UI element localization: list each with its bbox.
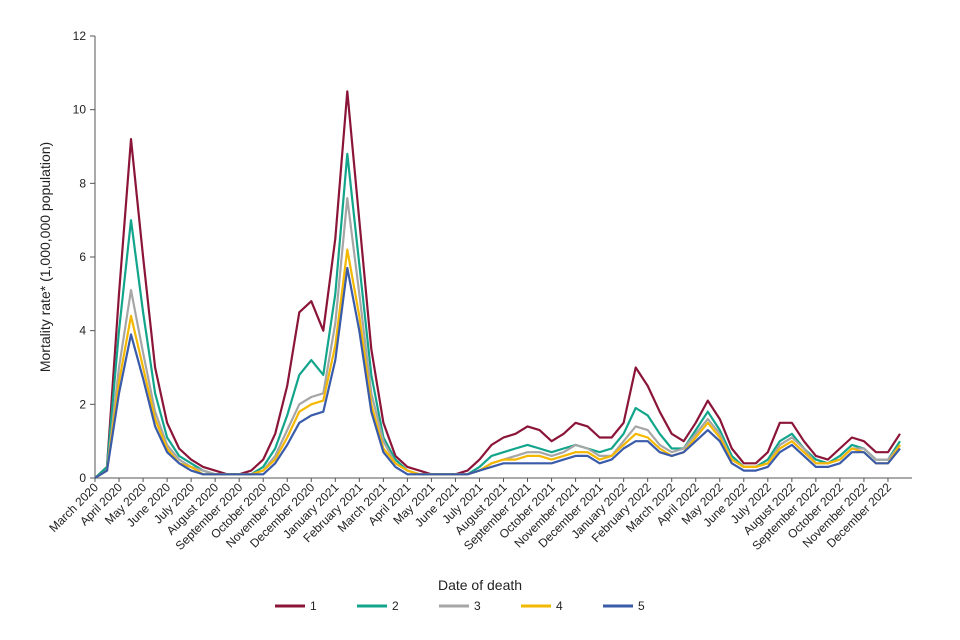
x-axis-title: Date of death xyxy=(438,577,522,593)
y-tick-label: 12 xyxy=(73,29,87,43)
y-tick-label: 8 xyxy=(79,176,86,190)
series-line xyxy=(94,90,901,479)
y-tick-label: 10 xyxy=(73,103,87,117)
series-line xyxy=(94,197,901,479)
legend-label: 1 xyxy=(310,599,317,613)
legend-label: 2 xyxy=(392,599,399,613)
legend-label: 3 xyxy=(474,599,481,613)
y-tick-label: 0 xyxy=(79,471,86,485)
y-axis-title: Mortality rate* (1,000,000 population) xyxy=(37,142,53,372)
y-tick-label: 2 xyxy=(79,397,86,411)
y-tick-label: 6 xyxy=(79,250,86,264)
series-line xyxy=(94,152,901,479)
legend-label: 5 xyxy=(638,599,645,613)
series-line xyxy=(94,266,901,479)
y-tick-label: 4 xyxy=(79,324,86,338)
legend-label: 4 xyxy=(556,599,563,613)
